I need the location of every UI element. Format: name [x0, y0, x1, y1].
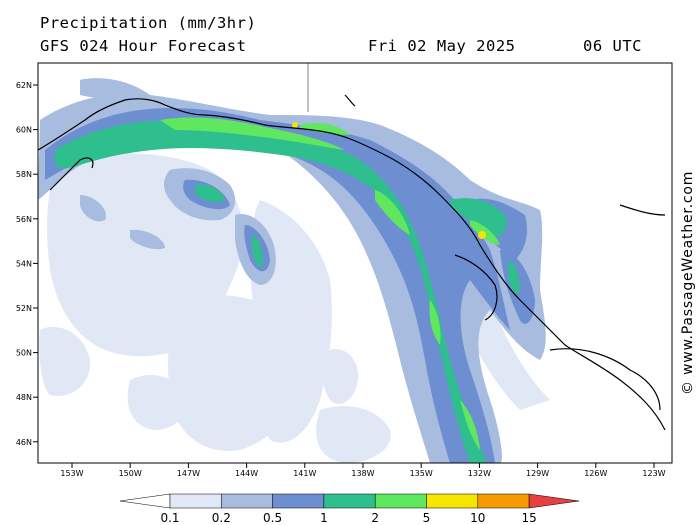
longitude-axis: 153W 150W 147W 144W 141W 138W 135W 132W 129W 126W… — [60, 463, 666, 478]
lon-label: 135W — [410, 469, 433, 478]
credit-text: © www.PassageWeather.com — [680, 170, 696, 395]
lon-label: 144W — [235, 469, 258, 478]
map-title: Precipitation (mm/3hr) — [40, 14, 257, 32]
lat-label: 54N — [16, 259, 32, 268]
legend-swatch — [374, 493, 427, 509]
legend-tick-label: 0.1 — [160, 511, 179, 525]
legend: 0.1 0.2 0.5 1 2 5 10 15 — [119, 493, 580, 525]
legend-swatch — [426, 493, 479, 509]
legend-tick-label: 5 — [423, 511, 431, 525]
legend-swatch — [528, 493, 580, 509]
lon-label: 141W — [293, 469, 316, 478]
legend-tick-label: 0.2 — [212, 511, 231, 525]
legend-tick-label: 1 — [320, 511, 328, 525]
lat-label: 52N — [16, 304, 32, 313]
latitude-axis: 62N 60N 58N 56N 54N 52N 50N 48N 46N — [16, 81, 38, 447]
precip-field-teal — [55, 120, 520, 463]
legend-tick-label: 15 — [521, 511, 536, 525]
lat-label: 60N — [16, 126, 32, 135]
legend-tick-label: 0.5 — [263, 511, 282, 525]
lon-label: 138W — [351, 469, 374, 478]
lat-label: 48N — [16, 393, 32, 402]
lat-label: 56N — [16, 215, 32, 224]
lon-label: 132W — [468, 469, 491, 478]
forecast-time: 06 UTC — [583, 37, 642, 55]
legend-tick-label: 2 — [371, 511, 379, 525]
forecast-label: GFS 024 Hour Forecast — [40, 37, 247, 55]
lon-label: 129W — [526, 469, 549, 478]
precip-field-yellow — [292, 122, 486, 239]
lat-label: 58N — [16, 170, 32, 179]
legend-swatch — [323, 493, 376, 509]
legend-swatch — [221, 493, 273, 509]
lon-label: 153W — [60, 469, 83, 478]
legend-swatch — [119, 493, 171, 509]
lat-label: 62N — [16, 81, 32, 90]
legend-tick-label: 10 — [470, 511, 485, 525]
lon-label: 123W — [642, 469, 665, 478]
lon-label: 126W — [584, 469, 607, 478]
lat-label: 50N — [16, 349, 32, 358]
forecast-date: Fri 02 May 2025 — [368, 37, 516, 55]
legend-swatch — [272, 493, 325, 509]
lat-label: 46N — [16, 438, 32, 447]
coastline — [38, 94, 666, 431]
lon-label: 147W — [177, 469, 200, 478]
legend-swatch — [477, 493, 530, 509]
legend-swatch — [169, 493, 222, 509]
lon-label: 150W — [119, 469, 142, 478]
precip-field-green — [160, 117, 500, 450]
